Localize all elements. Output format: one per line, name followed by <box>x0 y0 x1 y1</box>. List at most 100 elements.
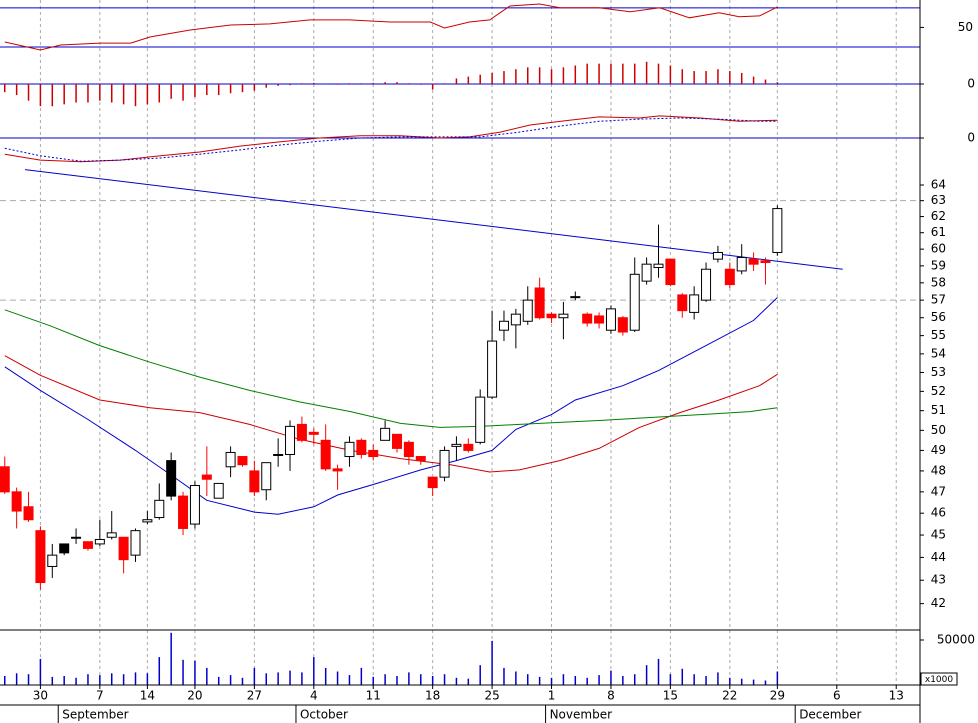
candle-body <box>712 251 723 260</box>
candle-body <box>582 313 593 324</box>
y-tick-label: 43 <box>931 573 946 587</box>
y-tick-label: 50 <box>958 20 973 34</box>
candle-body <box>35 530 46 584</box>
candle-body <box>23 506 34 521</box>
candle-body <box>558 313 569 319</box>
x-tick-label: 8 <box>607 689 615 703</box>
candle-body <box>534 287 545 319</box>
y-tick-label: 42 <box>931 596 946 610</box>
candle-body <box>71 536 82 539</box>
candle-body <box>130 530 141 556</box>
x-tick-label: 25 <box>484 689 499 703</box>
y-tick-label: 48 <box>931 463 946 477</box>
y-tick-label: 44 <box>931 550 946 564</box>
candle-body <box>510 313 521 326</box>
unit-box <box>920 672 958 686</box>
x-tick-label: 18 <box>425 689 440 703</box>
y-tick-label: 46 <box>931 506 946 520</box>
candle-body <box>403 441 414 458</box>
candle-body <box>285 425 296 455</box>
line-series <box>4 297 778 515</box>
y-tick-label: 49 <box>931 443 946 457</box>
y-tick-label: 0 <box>967 77 975 91</box>
candle-body <box>249 470 260 493</box>
candle-body <box>522 299 533 322</box>
y-tick-label: 62 <box>931 209 946 223</box>
candle-body <box>308 431 319 435</box>
candle-body <box>273 453 284 456</box>
month-label: November <box>550 708 612 722</box>
y-tick-label: 50000 <box>937 632 975 646</box>
x-tick-label: 27 <box>247 689 262 703</box>
y-tick-label: 53 <box>931 365 946 379</box>
candle-body <box>546 313 557 319</box>
y-tick-label: 59 <box>931 258 946 272</box>
month-label: October <box>300 708 348 722</box>
y-tick-label: 64 <box>931 178 946 192</box>
x-tick-label: 30 <box>33 689 48 703</box>
x-tick-label: 6 <box>833 689 841 703</box>
candle-body <box>475 396 486 443</box>
y-tick-label: 60 <box>931 242 946 256</box>
y-tick-label: 52 <box>931 384 946 398</box>
candle-body <box>570 296 581 299</box>
line-series <box>4 355 778 473</box>
candle-body <box>47 554 58 567</box>
candle-body <box>356 439 367 455</box>
candle-body <box>11 491 22 512</box>
y-tick-label: 55 <box>931 328 946 342</box>
candle-body <box>463 443 474 451</box>
candle-body <box>736 256 747 272</box>
candle-body <box>605 308 616 331</box>
candle-body <box>701 268 712 301</box>
candle-body <box>665 258 676 286</box>
x-tick-label: 7 <box>96 689 104 703</box>
candle-body <box>59 543 70 554</box>
unit-label: x1000 <box>925 675 954 685</box>
candle-body <box>380 427 391 441</box>
candle-body <box>82 541 93 549</box>
candle-body <box>237 456 248 466</box>
candle-body <box>332 468 343 472</box>
candle-body <box>261 462 272 491</box>
candle-body <box>617 317 628 333</box>
candle-body <box>344 441 355 458</box>
candle-body <box>641 263 652 282</box>
candle-body <box>154 499 165 519</box>
candle-body <box>653 263 664 269</box>
candle-body <box>213 482 224 499</box>
candle-body <box>629 273 640 331</box>
month-label: September <box>62 708 128 722</box>
y-tick-label: 57 <box>931 293 946 307</box>
candle-body <box>189 485 200 525</box>
y-tick-label: 63 <box>931 193 946 207</box>
candle-body <box>677 294 688 312</box>
candle-body <box>748 258 759 265</box>
x-tick-label: 11 <box>366 689 381 703</box>
candle-body <box>594 315 605 324</box>
y-tick-label: 47 <box>931 484 946 498</box>
candle-body <box>487 340 498 398</box>
candle-body <box>427 476 438 489</box>
y-tick-label: 50 <box>931 423 946 437</box>
candle-body <box>0 466 10 493</box>
y-tick-label: 0 <box>967 131 975 145</box>
x-tick-label: 22 <box>722 689 737 703</box>
candle-body <box>760 260 771 263</box>
y-tick-label: 51 <box>931 403 946 417</box>
candle-body <box>439 449 450 478</box>
candle-body <box>142 519 153 523</box>
line-series <box>4 309 778 428</box>
x-tick-label: 4 <box>310 689 318 703</box>
candle-body <box>724 268 735 286</box>
line-series <box>4 3 778 51</box>
candle-body <box>166 460 177 497</box>
y-tick-label: 61 <box>931 225 946 239</box>
candle-body <box>368 449 379 458</box>
y-tick-label: 58 <box>931 275 946 289</box>
candle-body <box>392 433 403 449</box>
candle-body <box>178 495 189 529</box>
axis-cover <box>920 686 978 723</box>
month-label: December <box>799 708 861 722</box>
